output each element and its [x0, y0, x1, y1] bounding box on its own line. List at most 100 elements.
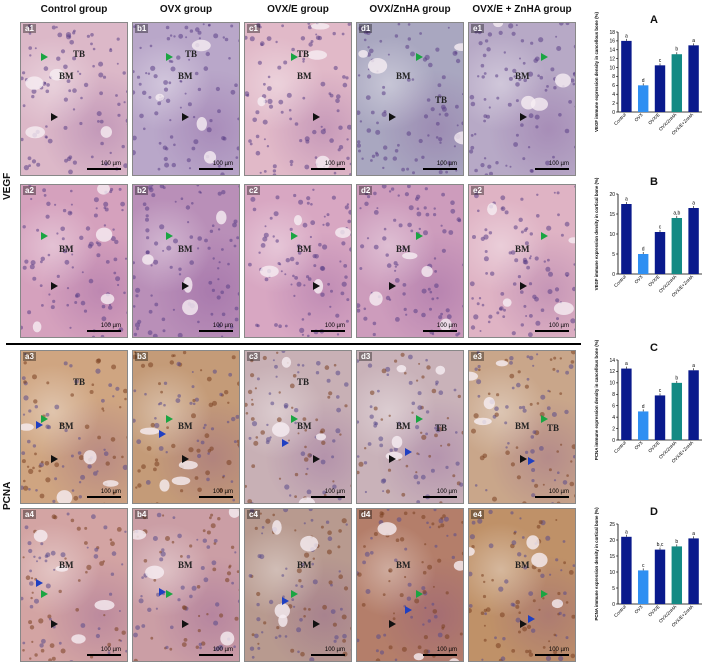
significance-letter: a,b: [673, 211, 680, 217]
trabecular-bone-tag: TB: [185, 49, 198, 59]
scale-bar-label: 100 µm: [324, 489, 345, 495]
scale-bar: [311, 330, 345, 332]
significance-letter: c: [659, 225, 662, 231]
scale-bar-label: 100 µm: [436, 161, 457, 167]
y-tick-label: 2: [612, 426, 615, 432]
green-arrowhead-icon: [41, 53, 48, 61]
y-tick-label: 8: [612, 74, 615, 80]
scale-bar: [311, 168, 345, 170]
bar: [637, 570, 649, 604]
y-tick-label: 0: [612, 602, 615, 608]
bone-marrow-tag: BM: [178, 71, 193, 81]
chart-svg: PCNA immune expression density in cancel…: [594, 339, 702, 464]
scale-bar-label: 100 µm: [548, 161, 569, 167]
x-tick-label: OVX: [634, 604, 644, 614]
bar-chart: D PCNA immune expression density in corti…: [586, 500, 706, 650]
trabecular-bone-tag: TB: [297, 49, 310, 59]
chart-letter: D: [650, 506, 658, 518]
scale-bar-label: 100 µm: [436, 323, 457, 329]
significance-letter: c: [659, 58, 662, 64]
scale-bar: [311, 496, 345, 498]
bone-marrow-tag: BM: [396, 244, 411, 254]
significance-letter: a: [625, 361, 628, 367]
black-arrowhead-icon: [389, 620, 396, 628]
bar: [654, 65, 666, 112]
bone-marrow-tag: BM: [297, 244, 312, 254]
panel-label: e2: [471, 186, 484, 195]
scale-bar-label: 100 µm: [548, 323, 569, 329]
green-arrowhead-icon: [291, 415, 298, 423]
panel-label: a2: [23, 186, 36, 195]
bar: [654, 232, 666, 274]
x-tick-label: OVX: [634, 274, 644, 284]
micrograph-panel: d1 BM TB 100 µm: [356, 22, 464, 176]
trabecular-bone-tag: TB: [547, 423, 560, 433]
bar-chart: B VEGF immune expression density in corti…: [586, 170, 706, 320]
bone-marrow-tag: BM: [178, 244, 193, 254]
blue-arrowhead-icon: [528, 615, 535, 623]
scale-bar-label: 100 µm: [436, 489, 457, 495]
blue-arrowhead-icon: [282, 597, 289, 605]
y-axis-label: PCNA immune expression density in cancel…: [594, 339, 599, 460]
significance-letter: d: [642, 78, 645, 84]
micrograph-panel: b2 BM 100 µm: [132, 184, 240, 338]
y-tick-label: 8: [612, 392, 615, 398]
scale-bar-label: 100 µm: [212, 323, 233, 329]
scale-bar: [199, 496, 233, 498]
x-tick-label: Control: [613, 604, 627, 618]
green-arrowhead-icon: [291, 232, 298, 240]
significance-letter: d: [642, 404, 645, 410]
bar: [621, 40, 632, 113]
green-arrowhead-icon: [416, 53, 423, 61]
panel-label: c4: [247, 510, 260, 519]
blue-arrowhead-icon: [405, 606, 412, 614]
x-tick-label: OVX/E: [647, 112, 660, 125]
panel-label: a1: [23, 24, 36, 33]
significance-letter: a: [692, 201, 695, 207]
scale-bar-label: 100 µm: [212, 161, 233, 167]
green-arrowhead-icon: [41, 590, 48, 598]
y-tick-label: 4: [612, 92, 615, 98]
x-tick-label: Control: [613, 112, 627, 126]
significance-letter: d: [642, 247, 645, 253]
bone-marrow-tag: BM: [178, 421, 193, 431]
scale-bar: [87, 168, 121, 170]
panel-label: b4: [135, 510, 149, 519]
y-tick-label: 6: [612, 83, 615, 89]
significance-letter: a: [692, 363, 695, 369]
y-tick-label: 6: [612, 404, 615, 410]
scale-bar: [423, 330, 457, 332]
significance-letter: b,c: [657, 542, 664, 548]
scale-bar: [535, 168, 569, 170]
micrograph-panel: d3 BM TB 100 µm: [356, 350, 464, 504]
panel-label: b2: [135, 186, 149, 195]
y-tick-label: 0: [612, 438, 615, 444]
black-arrowhead-icon: [520, 620, 527, 628]
micrograph-panel: e1 BM 100 µm: [468, 22, 576, 176]
green-arrowhead-icon: [166, 590, 173, 598]
bone-marrow-tag: BM: [396, 421, 411, 431]
bone-marrow-tag: BM: [59, 421, 74, 431]
y-tick-label: 14: [609, 48, 615, 54]
green-arrowhead-icon: [541, 590, 548, 598]
y-tick-label: 5: [612, 586, 615, 592]
scale-bar: [311, 654, 345, 656]
bone-marrow-tag: BM: [297, 421, 312, 431]
y-tick-label: 0: [612, 110, 615, 116]
green-arrowhead-icon: [416, 232, 423, 240]
green-arrowhead-icon: [291, 590, 298, 598]
x-tick-label: Control: [613, 440, 627, 454]
y-tick-label: 2: [612, 101, 615, 107]
black-arrowhead-icon: [51, 620, 58, 628]
significance-letter: a: [625, 197, 628, 203]
micrograph-panel: c2 BM 100 µm: [244, 184, 352, 338]
micrograph-panel: a2 BM 100 µm: [20, 184, 128, 338]
micrograph-panel: e4 BM 100 µm: [468, 508, 576, 662]
bone-marrow-tag: BM: [59, 244, 74, 254]
bone-marrow-tag: BM: [59, 560, 74, 570]
micrograph-panel: a4 BM 100 µm: [20, 508, 128, 662]
green-arrowhead-icon: [166, 53, 173, 61]
significance-letter: a: [692, 38, 695, 44]
bone-marrow-tag: BM: [515, 244, 530, 254]
scale-bar-label: 100 µm: [548, 489, 569, 495]
